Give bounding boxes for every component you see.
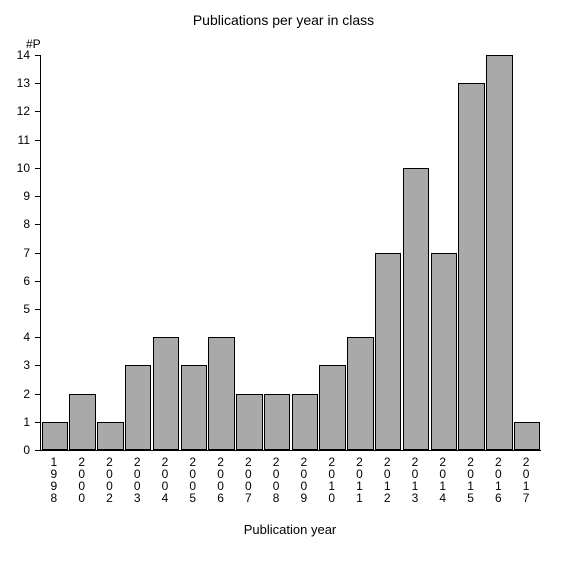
y-tick-mark (35, 422, 40, 423)
x-axis-title: Publication year (40, 522, 540, 537)
y-tick-label: 10 (0, 162, 30, 174)
bar (458, 83, 484, 450)
y-tick-mark (35, 365, 40, 366)
y-tick-label: 7 (0, 247, 30, 259)
bar (347, 337, 373, 450)
y-tick-label: 6 (0, 275, 30, 287)
y-tick-label: 4 (0, 331, 30, 343)
x-tick-label: 2005 (189, 456, 197, 504)
bar (153, 337, 179, 450)
x-tick-label: 2017 (522, 456, 530, 504)
y-tick-label: 1 (0, 416, 30, 428)
bar (514, 422, 540, 450)
y-tick-mark (35, 394, 40, 395)
x-tick-label: 2006 (217, 456, 225, 504)
y-tick-mark (35, 224, 40, 225)
x-tick-label: 2002 (105, 456, 113, 504)
y-tick-label: 13 (0, 77, 30, 89)
y-tick-label: 3 (0, 359, 30, 371)
x-tick-label: 1998 (50, 456, 58, 504)
y-tick-label: 14 (0, 49, 30, 61)
y-tick-label: 9 (0, 190, 30, 202)
y-tick-label: 0 (0, 444, 30, 456)
y-tick-label: 12 (0, 105, 30, 117)
x-tick-label: 2003 (133, 456, 141, 504)
bar (403, 168, 429, 450)
x-tick-label: 2012 (383, 456, 391, 504)
y-tick-label: 11 (0, 134, 30, 146)
x-tick-label: 2008 (272, 456, 280, 504)
bar (431, 253, 457, 451)
bar (236, 394, 262, 450)
bar (208, 337, 234, 450)
y-tick-mark (35, 111, 40, 112)
y-tick-mark (35, 168, 40, 169)
x-tick-label: 2013 (411, 456, 419, 504)
y-tick-mark (35, 337, 40, 338)
x-tick-label: 2016 (494, 456, 502, 504)
bar (97, 422, 123, 450)
bar (42, 422, 68, 450)
y-tick-mark (35, 253, 40, 254)
y-tick-mark (35, 281, 40, 282)
x-tick-label: 2000 (78, 456, 86, 504)
y-tick-mark (35, 55, 40, 56)
x-tick-label: 2004 (161, 456, 169, 504)
bar (319, 365, 345, 450)
bar (69, 394, 95, 450)
bar (292, 394, 318, 450)
y-tick-mark (35, 309, 40, 310)
x-tick-label: 2010 (328, 456, 336, 504)
y-tick-mark (35, 140, 40, 141)
x-tick-label: 2011 (355, 456, 363, 504)
x-tick-label: 2015 (467, 456, 475, 504)
bar (375, 253, 401, 451)
plot-area (40, 55, 541, 451)
y-tick-mark (35, 83, 40, 84)
y-tick-mark (35, 450, 40, 451)
chart-container: Publications per year in class #P Public… (0, 0, 567, 567)
chart-title: Publications per year in class (0, 12, 567, 28)
bar (181, 365, 207, 450)
y-tick-mark (35, 196, 40, 197)
x-tick-label: 2014 (439, 456, 447, 504)
bar (125, 365, 151, 450)
bar (486, 55, 512, 450)
y-tick-label: 2 (0, 388, 30, 400)
x-tick-label: 2007 (244, 456, 252, 504)
x-tick-label: 2009 (300, 456, 308, 504)
bar (264, 394, 290, 450)
y-tick-label: 5 (0, 303, 30, 315)
y-tick-label: 8 (0, 218, 30, 230)
